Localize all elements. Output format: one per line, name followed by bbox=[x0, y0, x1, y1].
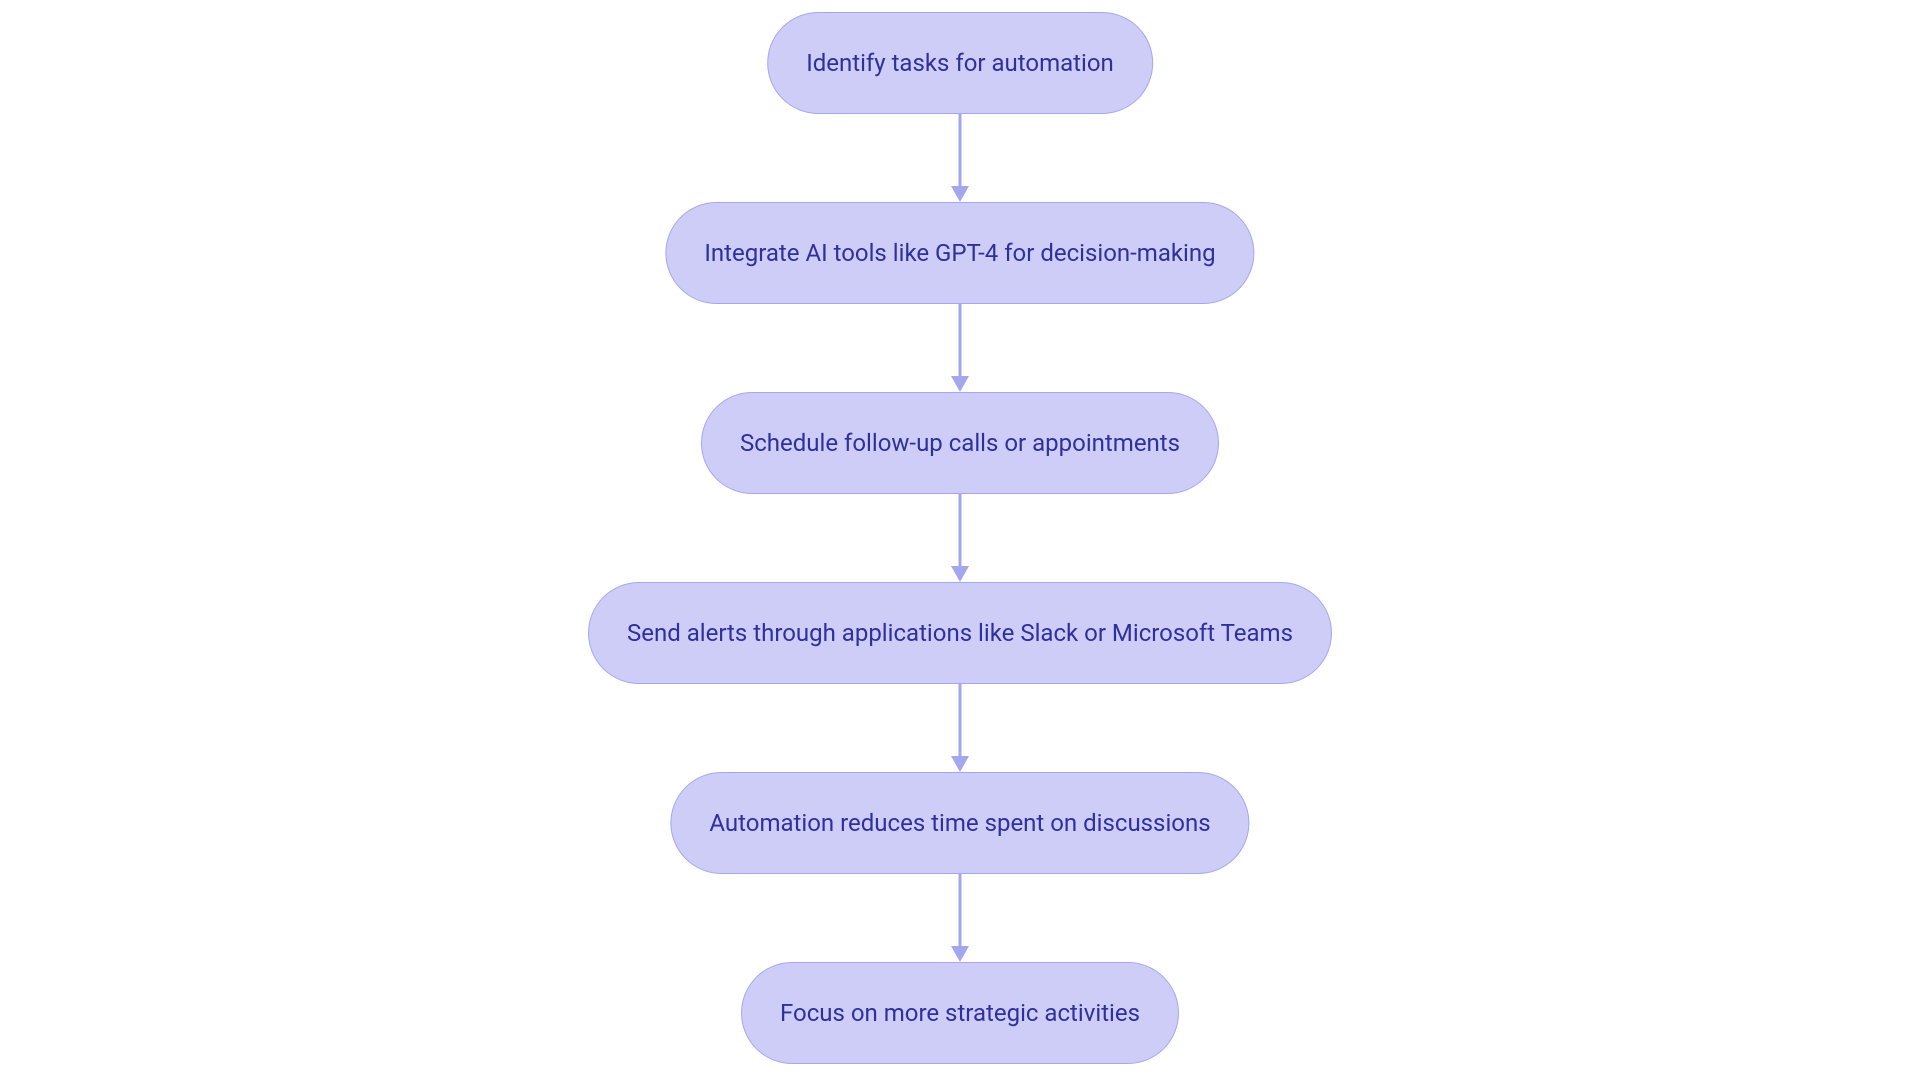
flowchart-node-label: Focus on more strategic activities bbox=[780, 999, 1140, 1027]
flowchart-node-n2: Integrate AI tools like GPT-4 for decisi… bbox=[665, 202, 1254, 304]
flowchart-arrow bbox=[949, 304, 971, 392]
flowchart-node-n1: Identify tasks for automation bbox=[767, 12, 1153, 114]
flowchart-arrow bbox=[949, 874, 971, 962]
flowchart-node-label: Send alerts through applications like Sl… bbox=[627, 619, 1293, 647]
flowchart-node-n3: Schedule follow-up calls or appointments bbox=[701, 392, 1219, 494]
flowchart-arrow bbox=[949, 684, 971, 772]
flowchart-arrow bbox=[949, 114, 971, 202]
flowchart-node-label: Schedule follow-up calls or appointments bbox=[740, 429, 1180, 457]
flowchart-node-label: Identify tasks for automation bbox=[806, 49, 1114, 77]
flowchart-node-label: Integrate AI tools like GPT-4 for decisi… bbox=[704, 239, 1215, 267]
flowchart-node-label: Automation reduces time spent on discuss… bbox=[709, 809, 1210, 837]
flowchart-node-n5: Automation reduces time spent on discuss… bbox=[670, 772, 1249, 874]
flowchart-arrow bbox=[949, 494, 971, 582]
flowchart-node-n6: Focus on more strategic activities bbox=[741, 962, 1179, 1064]
flowchart-canvas: Identify tasks for automation Integrate A… bbox=[0, 0, 1920, 1080]
flowchart-node-n4: Send alerts through applications like Sl… bbox=[588, 582, 1332, 684]
